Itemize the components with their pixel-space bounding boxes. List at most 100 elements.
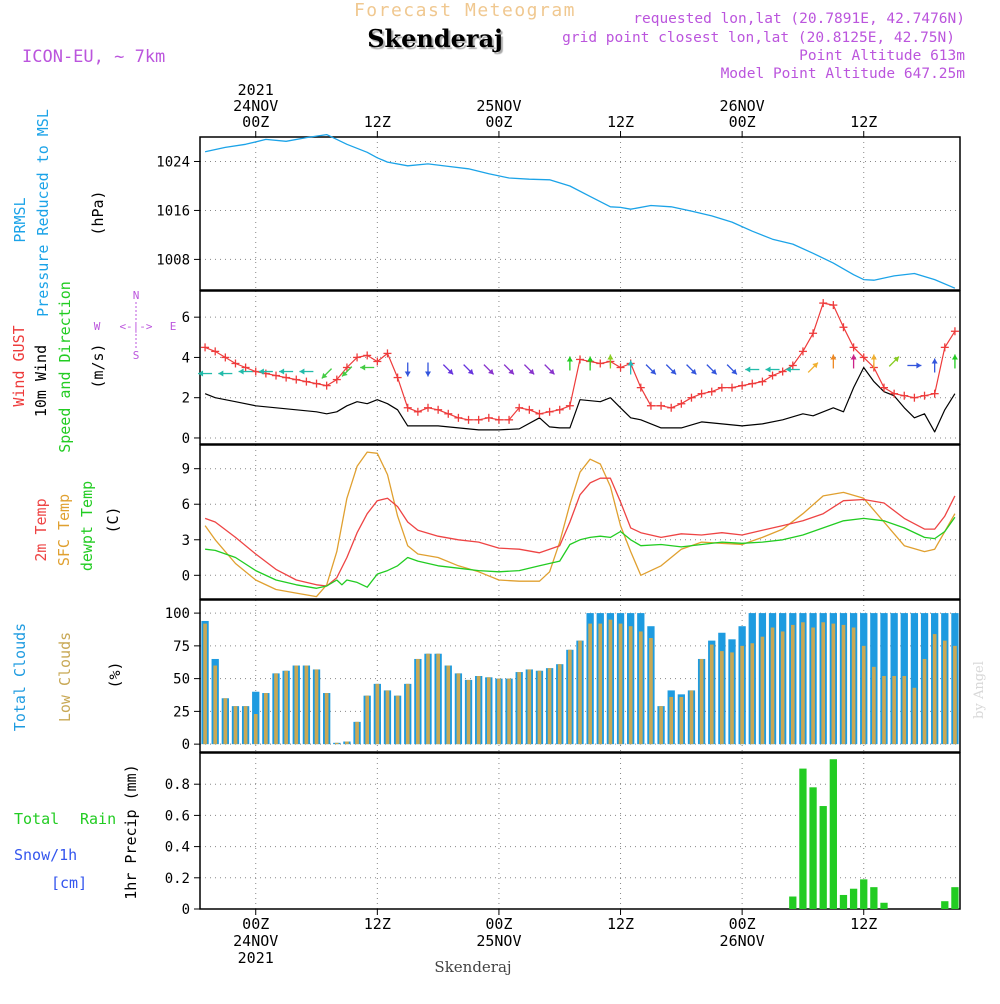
wind-direction-arrow <box>785 366 800 373</box>
cloud-bar-group <box>252 691 260 745</box>
low-clouds-label: Low Clouds <box>56 632 74 722</box>
panel-frame <box>199 290 961 445</box>
gust-marker <box>494 415 503 424</box>
bottom-axis-label: 00Z <box>485 915 512 933</box>
cloud-bar-group <box>302 665 311 745</box>
low-cloud-bar <box>578 640 582 745</box>
low-cloud-bar <box>750 643 755 745</box>
gust-marker <box>322 381 331 390</box>
wind-direction-arrow <box>299 368 314 375</box>
rain-bar <box>951 887 959 909</box>
pressure-label-prmsl: PRMSL <box>11 197 29 242</box>
gust-marker <box>424 403 432 412</box>
gust-marker <box>221 353 230 362</box>
y-tick-label: 50 <box>173 672 190 688</box>
gust-marker <box>930 389 939 398</box>
gust-marker <box>525 405 534 414</box>
precip-snow-unit: [cm] <box>51 874 87 892</box>
gust-marker <box>292 375 301 384</box>
low-cloud-bar <box>821 622 826 745</box>
top-axis-label: 2021 <box>238 81 274 99</box>
grid-point-coords: grid point closest lon,lat (20.8125E, 42… <box>562 30 955 46</box>
bottom-axis-label: 2021 <box>238 949 274 967</box>
cloud-bar-group <box>768 613 777 745</box>
low-cloud-bar <box>942 640 947 745</box>
wind-direction-arrow <box>686 364 697 375</box>
cloud-bar-group <box>312 669 321 745</box>
cloud-bar-group <box>221 698 229 745</box>
precip-axis-label: 1hr Precip (mm) <box>122 764 140 899</box>
pressure-label-desc: Pressure Reduced to MSL <box>34 109 52 317</box>
requested-coords: requested lon,lat (20.7891E, 42.7476N) <box>633 11 965 27</box>
low-cloud-bar <box>345 741 349 745</box>
gust-marker <box>393 373 402 382</box>
low-cloud-bar <box>790 624 795 745</box>
cloud-bar-group <box>333 742 341 745</box>
low-cloud-bar <box>264 693 268 745</box>
y-tick-label: 100 <box>165 606 190 622</box>
rain-bar <box>839 894 848 909</box>
arrow-head <box>745 366 751 373</box>
gust-marker <box>717 383 726 392</box>
gust-marker <box>748 379 757 388</box>
panel-frame <box>199 752 961 910</box>
temp-2m-label: 2m Temp <box>32 498 50 561</box>
arrow-head <box>566 356 573 362</box>
wind-direction-arrow <box>951 354 958 369</box>
top-axis-label: 26NOV <box>720 97 765 115</box>
wind-direction-arrow <box>198 370 213 377</box>
cloud-bar-group <box>495 678 503 745</box>
cloud-bar-group <box>627 613 635 745</box>
wind-direction-arrow <box>830 354 837 369</box>
cloud-bar-group <box>393 695 402 745</box>
low-cloud-bar <box>669 696 674 745</box>
wind-panel-labels: Wind GUST 10m Wind Speed and Direction (… <box>10 281 176 453</box>
low-cloud-bar <box>324 693 329 745</box>
low-cloud-bar <box>709 644 714 745</box>
wind-direction-arrow <box>544 364 555 375</box>
gust-marker <box>809 329 818 338</box>
wind-direction-arrow <box>321 368 333 379</box>
gust-marker <box>900 391 909 400</box>
gust-marker <box>849 343 858 352</box>
cloud-bar-group <box>535 670 544 745</box>
cloud-bar-group <box>383 690 392 745</box>
y-tick-label: 9 <box>182 462 190 478</box>
low-cloud-bar <box>801 622 805 745</box>
y-tick-label: 1008 <box>156 252 190 268</box>
gust-marker <box>312 379 321 388</box>
arrow-head <box>785 366 791 373</box>
low-cloud-bar <box>841 624 846 745</box>
cloud-bar-group <box>748 613 756 745</box>
arrow-head <box>765 366 771 373</box>
gust-marker <box>282 373 291 382</box>
low-cloud-bar <box>446 665 451 745</box>
wind-direction-arrow <box>888 356 900 367</box>
low-cloud-bar <box>608 619 613 745</box>
arrow-head <box>830 354 837 360</box>
wind-direction-arrow <box>587 356 594 371</box>
low-cloud-bar <box>314 669 319 745</box>
gust-marker <box>434 405 443 414</box>
gust-marker <box>950 327 959 336</box>
panel-2: 0 3 6 9 <box>182 444 961 600</box>
y-tick-label: 75 <box>173 639 190 655</box>
low-cloud-bar <box>780 631 785 745</box>
cloud-bar-group <box>475 676 483 745</box>
y-tick-label: 2 <box>182 391 190 407</box>
cloud-bar-group <box>454 673 463 745</box>
y-tick-label: 0.8 <box>165 777 190 793</box>
low-cloud-bar <box>203 623 207 745</box>
low-cloud-bar <box>740 645 744 745</box>
panel-frame <box>199 444 961 600</box>
y-tick-label: 25 <box>173 704 190 720</box>
low-cloud-bar <box>253 714 258 745</box>
cloud-unit: (%) <box>106 661 124 688</box>
temp-dewpt-line <box>205 516 956 589</box>
gust-marker <box>363 351 372 360</box>
low-cloud-bar <box>375 683 380 745</box>
cloud-bar-group <box>880 613 888 745</box>
gust-marker <box>272 371 280 380</box>
low-cloud-bar <box>902 676 907 745</box>
